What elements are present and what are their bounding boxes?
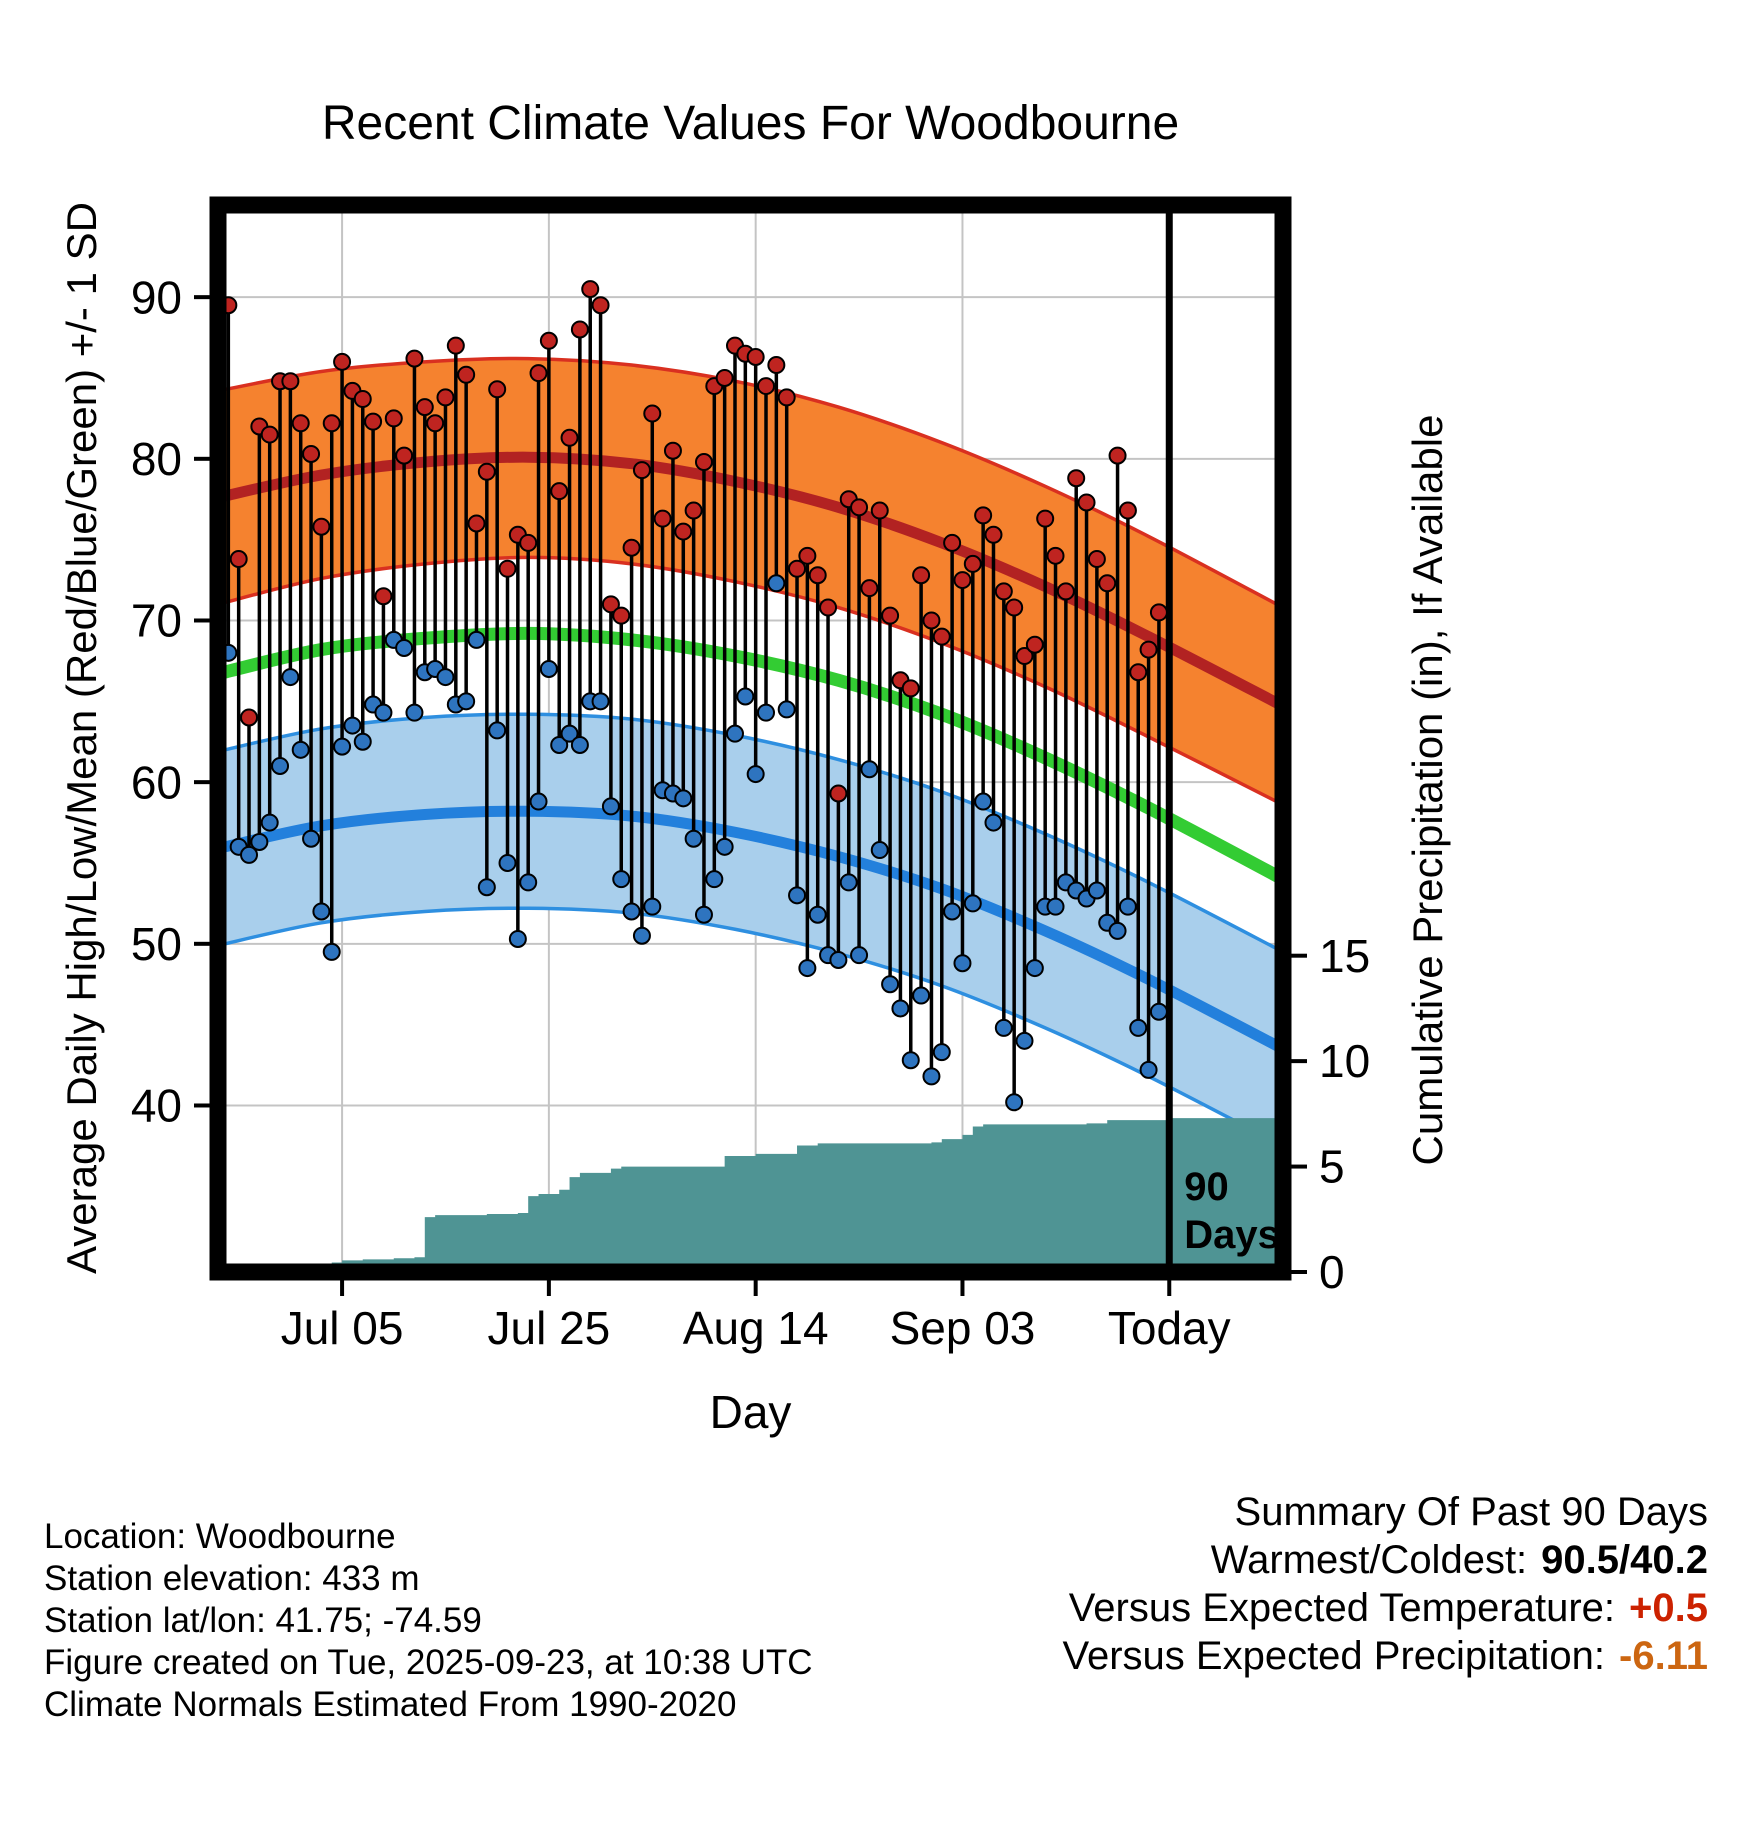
- climate-normals-note: Climate Normals Estimated From 1990-2020: [44, 1685, 737, 1724]
- svg-text:70: 70: [131, 595, 182, 647]
- chart-title: Recent Climate Values For Woodbourne: [321, 97, 1180, 150]
- svg-text:Today: Today: [1108, 1302, 1231, 1354]
- figure-created-timestamp: Figure created on Tue, 2025-09-23, at 10…: [44, 1643, 813, 1682]
- svg-text:90: 90: [131, 271, 182, 323]
- summary-row-vs-expected-precipitation: Versus Expected Precipitation: -6.11: [1063, 1632, 1709, 1680]
- svg-text:Sep 03: Sep 03: [890, 1302, 1036, 1354]
- summary-label: Versus Expected Temperature:: [1068, 1586, 1616, 1630]
- svg-text:90: 90: [1184, 1165, 1229, 1209]
- svg-text:15: 15: [1319, 930, 1370, 982]
- svg-text:10: 10: [1319, 1035, 1370, 1087]
- station-latlon: Station lat/lon: 41.75; -74.59: [44, 1601, 482, 1640]
- svg-text:60: 60: [131, 756, 182, 808]
- station-location: Location: Woodbourne: [44, 1517, 396, 1556]
- svg-text:50: 50: [131, 918, 182, 970]
- svg-text:Aug 14: Aug 14: [683, 1302, 829, 1354]
- svg-text:40: 40: [131, 1080, 182, 1132]
- summary-value: 90.5/40.2: [1541, 1538, 1708, 1582]
- summary-row-warmest-coldest: Warmest/Coldest: 90.5/40.2: [1063, 1536, 1708, 1584]
- svg-text:Days: Days: [1184, 1213, 1280, 1257]
- summary-label: Versus Expected Precipitation:: [1062, 1634, 1606, 1678]
- svg-text:80: 80: [131, 433, 182, 485]
- summary-row-vs-expected-temperature: Versus Expected Temperature: +0.5: [1063, 1584, 1708, 1632]
- svg-text:5: 5: [1319, 1141, 1345, 1193]
- station-elevation: Station elevation: 433 m: [44, 1559, 420, 1598]
- station-info-block: Location: Woodbourne Station elevation: …: [44, 1516, 813, 1726]
- svg-text:Jul 05: Jul 05: [281, 1302, 404, 1354]
- summary-label: Warmest/Coldest:: [1210, 1538, 1528, 1582]
- right-axis-label: Cumulative Precipitation (in), If Availa…: [1404, 414, 1451, 1166]
- left-axis-label: Average Daily High/Low/Mean (Red/Blue/Gr…: [58, 202, 105, 1274]
- summary-value: -6.11: [1619, 1634, 1708, 1678]
- summary-heading: Summary Of Past 90 Days: [1234, 1490, 1708, 1534]
- svg-text:Jul 25: Jul 25: [487, 1302, 610, 1354]
- svg-text:0: 0: [1319, 1246, 1345, 1298]
- x-axis-label: Day: [709, 1386, 792, 1438]
- summary-block: Summary Of Past 90 Days Warmest/Coldest:…: [1063, 1488, 1709, 1680]
- summary-value: +0.5: [1629, 1586, 1708, 1630]
